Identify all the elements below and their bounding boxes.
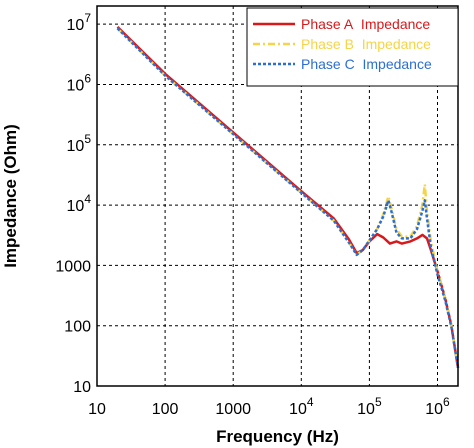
legend-label: Phase C Impedance [301,56,432,72]
y-tick-label: 107 [67,11,92,34]
x-tick-label: 106 [425,395,450,418]
x-tick-label: 10 [88,401,106,418]
y-tick-label: 1000 [55,258,91,275]
x-tick-label: 1000 [215,401,251,418]
x-axis-title: Frequency (Hz) [216,427,339,446]
y-axis-title: Impedance (Ohm) [1,124,20,268]
x-tick-label: 105 [357,395,382,418]
legend-box [246,7,459,87]
y-tick-label: 105 [67,132,92,155]
y-tick-label: 104 [67,192,92,215]
y-tick-label: 10 [73,379,91,396]
series-lines [116,26,460,368]
series-line-phase-c-impedance [116,27,460,368]
plot-frame [96,5,459,387]
legend: Phase A Impedance Phase B Impedance Phase … [246,7,459,87]
x-tick-label: 100 [152,401,179,418]
legend-label: Phase B Impedance [301,36,431,52]
x-tick-label: 104 [289,395,314,418]
series-line-phase-a-impedance [116,26,460,368]
legend-label: Phase A Impedance [301,16,430,32]
y-tick-label: 106 [67,71,92,94]
y-tick-label: 100 [64,319,91,336]
